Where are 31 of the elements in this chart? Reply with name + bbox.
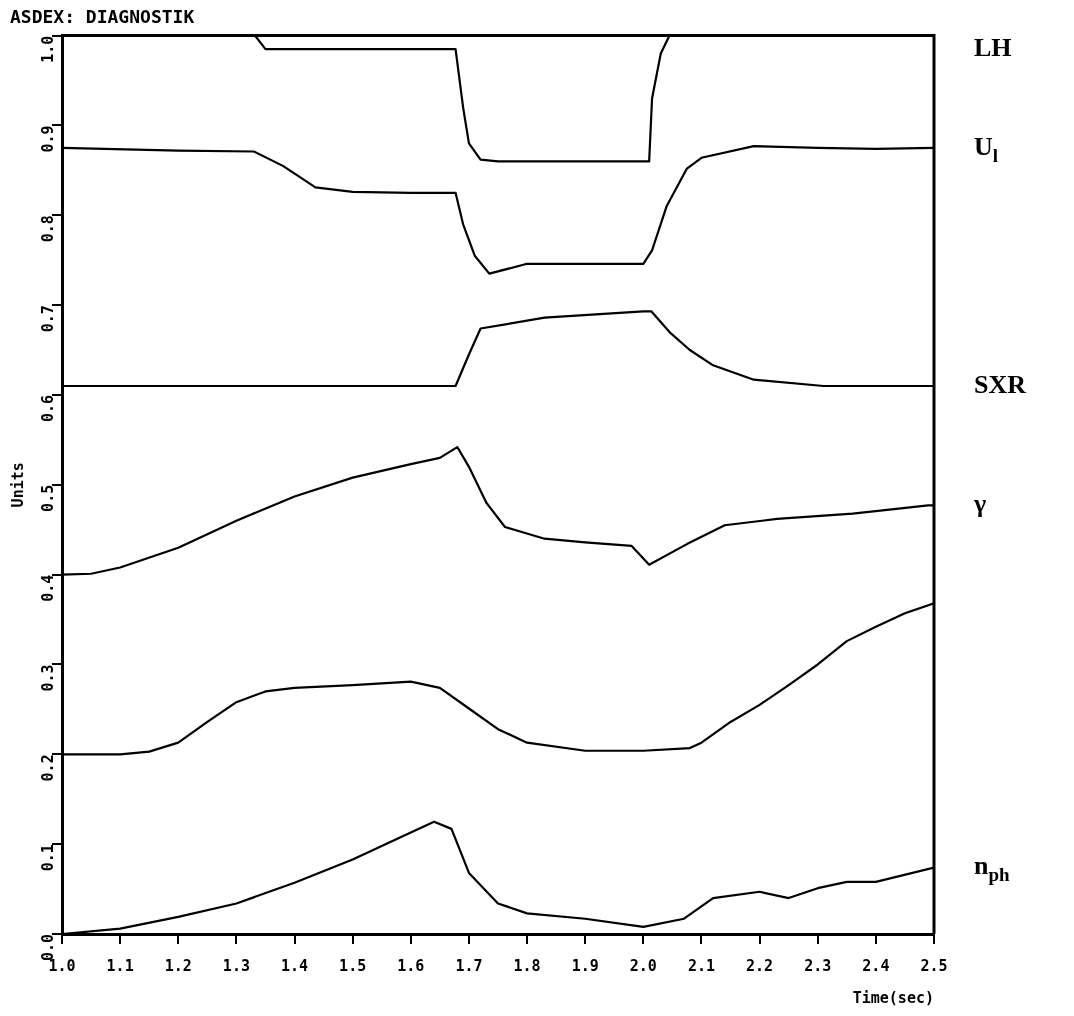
series-label: LH <box>974 33 1012 63</box>
y-tick-label: 0.3 <box>38 664 57 692</box>
y-tick-label: 0.5 <box>38 484 57 512</box>
x-tick-label: 1.9 <box>571 956 599 975</box>
x-tick-label: 1.3 <box>222 956 250 975</box>
x-tick-label: 2.4 <box>862 956 890 975</box>
y-tick-label: 0.4 <box>38 574 57 602</box>
x-tick-label: 1.2 <box>164 956 192 975</box>
y-axis-title: Units <box>8 462 27 508</box>
x-tick-label: 2.0 <box>629 956 657 975</box>
x-tick-label: 2.2 <box>746 956 774 975</box>
y-tick-label: 0.7 <box>38 305 57 333</box>
x-tick-label: 1.8 <box>513 956 541 975</box>
y-tick-label: 0.2 <box>38 754 57 782</box>
x-tick-label: 2.3 <box>804 956 832 975</box>
chart-title: ASDEX: DIAGNOSTIK <box>10 6 195 28</box>
y-tick-label: 0.8 <box>38 215 57 243</box>
series-label: SXR <box>974 369 1027 399</box>
y-tick-label: 1.0 <box>38 35 57 63</box>
series-label: γ <box>973 489 987 519</box>
y-tick-label: 0.9 <box>38 125 57 153</box>
x-tick-label: 1.1 <box>106 956 134 975</box>
x-tick-label: 1.5 <box>339 956 367 975</box>
x-tick-label: 1.6 <box>397 956 425 975</box>
y-tick-label: 0.1 <box>38 844 57 872</box>
x-tick-label: 1.7 <box>455 956 483 975</box>
y-tick-label: 0.6 <box>38 394 57 423</box>
x-tick-label: 2.5 <box>920 956 948 975</box>
x-axis-title: Time(sec) <box>852 988 934 1007</box>
x-tick-label: 1.4 <box>280 956 309 975</box>
x-tick-label: 2.1 <box>687 956 716 975</box>
